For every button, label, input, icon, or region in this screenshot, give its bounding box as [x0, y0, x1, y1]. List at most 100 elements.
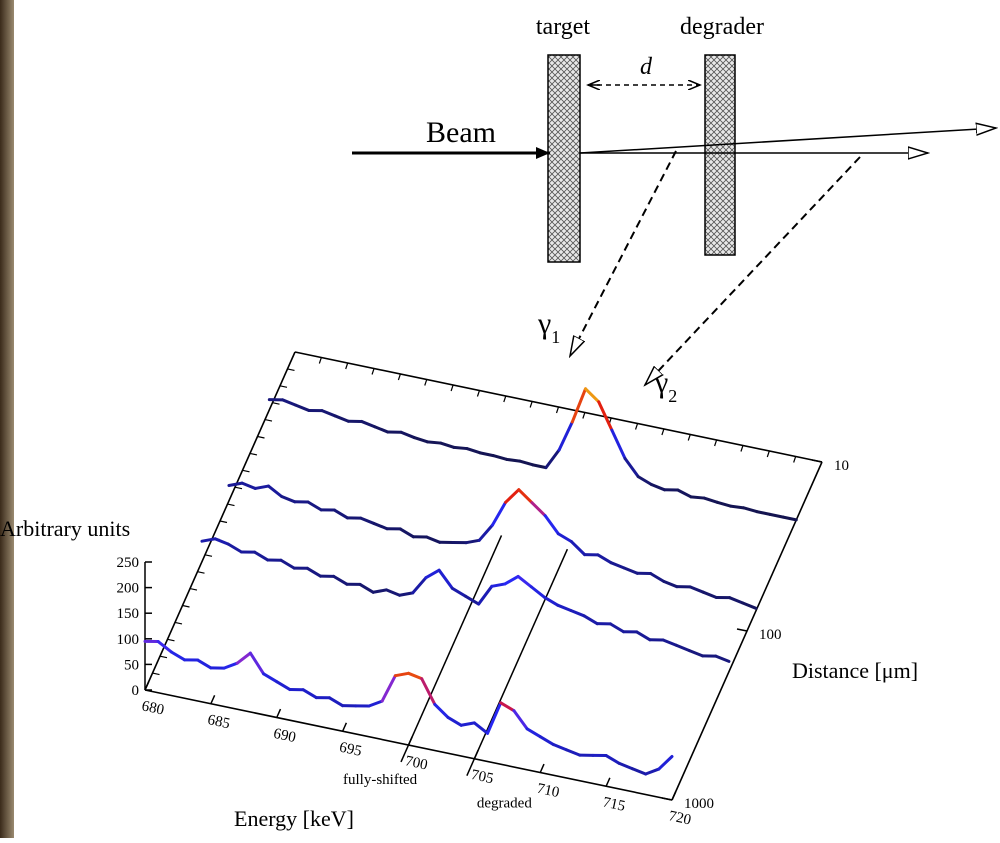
minor-tick: [741, 446, 743, 452]
target-label: target: [536, 14, 591, 40]
spectrum-segment: [224, 663, 237, 668]
minor-tick: [205, 555, 212, 557]
minor-tick: [477, 391, 479, 397]
gamma1-label: γ1: [537, 307, 560, 347]
minor-tick: [273, 403, 280, 405]
spectrum-segment: [744, 508, 757, 512]
spectrum-segment: [281, 560, 294, 568]
spectrum-segment: [374, 523, 387, 528]
spectrum-segment: [335, 416, 348, 421]
spectrum-segment: [651, 484, 664, 489]
minor-tick: [198, 572, 205, 574]
target-foil: [548, 55, 580, 262]
spectrum-segment: [532, 503, 545, 516]
spectrum-segment: [717, 502, 730, 506]
z-tick: [737, 629, 747, 631]
x-tick: [672, 792, 676, 800]
minor-tick: [372, 369, 374, 375]
spectrum-segment: [571, 610, 584, 615]
spectrum-segment: [664, 581, 677, 586]
x-tick-label: 710: [535, 781, 560, 801]
spectrum-segment: [198, 660, 211, 668]
spectrum-segment: [546, 450, 559, 468]
spectrum-segment: [171, 652, 184, 660]
spectrum-segment: [540, 737, 553, 745]
minor-tick: [280, 386, 287, 388]
z-axis-title: Distance [μm]: [792, 658, 918, 683]
spectrum-segment: [506, 490, 519, 503]
x-tick: [277, 709, 281, 717]
beam-label: Beam: [426, 116, 496, 149]
waterfall-chart: Arbitrary units Energy [keV] Distance [μ…: [0, 352, 918, 831]
minor-tick: [288, 369, 295, 371]
spectrum-segment: [334, 576, 347, 584]
z-tick-label: 1000: [684, 796, 714, 812]
spectrum-segment: [427, 537, 440, 542]
gamma1-symbol: γ: [537, 307, 551, 340]
spectrum-segment: [334, 510, 347, 518]
spectrum-segment: [651, 573, 664, 581]
minor-tick: [504, 396, 506, 402]
spectrum-segment: [439, 570, 452, 588]
minor-tick: [168, 639, 175, 641]
minor-tick: [183, 606, 190, 608]
minor-tick: [346, 363, 348, 369]
spectrum-segment: [282, 496, 295, 501]
minor-tick: [794, 457, 796, 463]
spectrum-segment: [638, 477, 651, 485]
spectrum-segment: [567, 750, 580, 755]
spectrum-segment: [492, 502, 505, 525]
gamma2-symbol: γ: [654, 366, 668, 399]
spectrum-segment: [395, 673, 408, 675]
y-tick-label: 100: [117, 632, 140, 648]
y-tick-label: 250: [117, 555, 140, 571]
spectrum-segment: [619, 763, 632, 768]
gamma1-index: 1: [551, 327, 560, 347]
spectrum-segment: [480, 453, 493, 456]
spectrum-segment: [461, 723, 474, 725]
spectrum-segment: [783, 517, 796, 520]
spectrum-segment: [730, 506, 743, 508]
spectrum-segment: [409, 673, 422, 678]
spectrum-segment: [268, 486, 281, 496]
y-axis-title: Arbitrary units: [0, 516, 130, 541]
spectrum-segment: [637, 632, 650, 640]
spectrum-segment: [553, 745, 566, 750]
spectrum-segment: [250, 653, 263, 674]
spectrum-segment: [386, 590, 399, 595]
spectrum-segment: [441, 443, 454, 447]
spectrum-segment: [202, 539, 215, 541]
gamma2-index: 2: [668, 386, 677, 406]
spectrum-segment: [501, 703, 514, 711]
minor-tick: [398, 374, 400, 380]
spectrum-segment: [663, 640, 676, 645]
minor-tick: [451, 385, 453, 391]
spectrum-segment: [689, 651, 702, 656]
annotation-label: degraded: [477, 796, 532, 812]
spectrum-segment: [228, 544, 241, 552]
spectrum-segment: [282, 400, 295, 405]
spectrum-segment: [730, 598, 743, 603]
spectrum-segment: [770, 514, 783, 517]
spectrum-segment: [506, 459, 519, 461]
spectrum-segment: [716, 656, 729, 661]
spectrum-segment: [215, 539, 228, 544]
y-tick-label: 200: [117, 581, 140, 597]
minor-tick: [220, 521, 227, 523]
spectrum-segment: [531, 587, 544, 597]
z-tick: [662, 798, 672, 800]
spectrum-segment: [493, 456, 506, 460]
spectrum-segment: [479, 586, 492, 604]
x-tick-label: 680: [140, 698, 165, 718]
spectrum-segment: [488, 703, 501, 734]
spectrum-segment: [329, 698, 342, 706]
spectrum-segment: [413, 578, 426, 593]
spectrum-segment: [520, 461, 533, 465]
annotation-line: [401, 535, 502, 761]
minor-tick: [235, 487, 242, 489]
minor-tick: [425, 380, 427, 386]
spectrum-segment: [612, 430, 625, 458]
spectrum-segment: [611, 563, 624, 568]
spectrum-segment: [360, 584, 373, 592]
gamma2-arrow: [645, 157, 860, 385]
